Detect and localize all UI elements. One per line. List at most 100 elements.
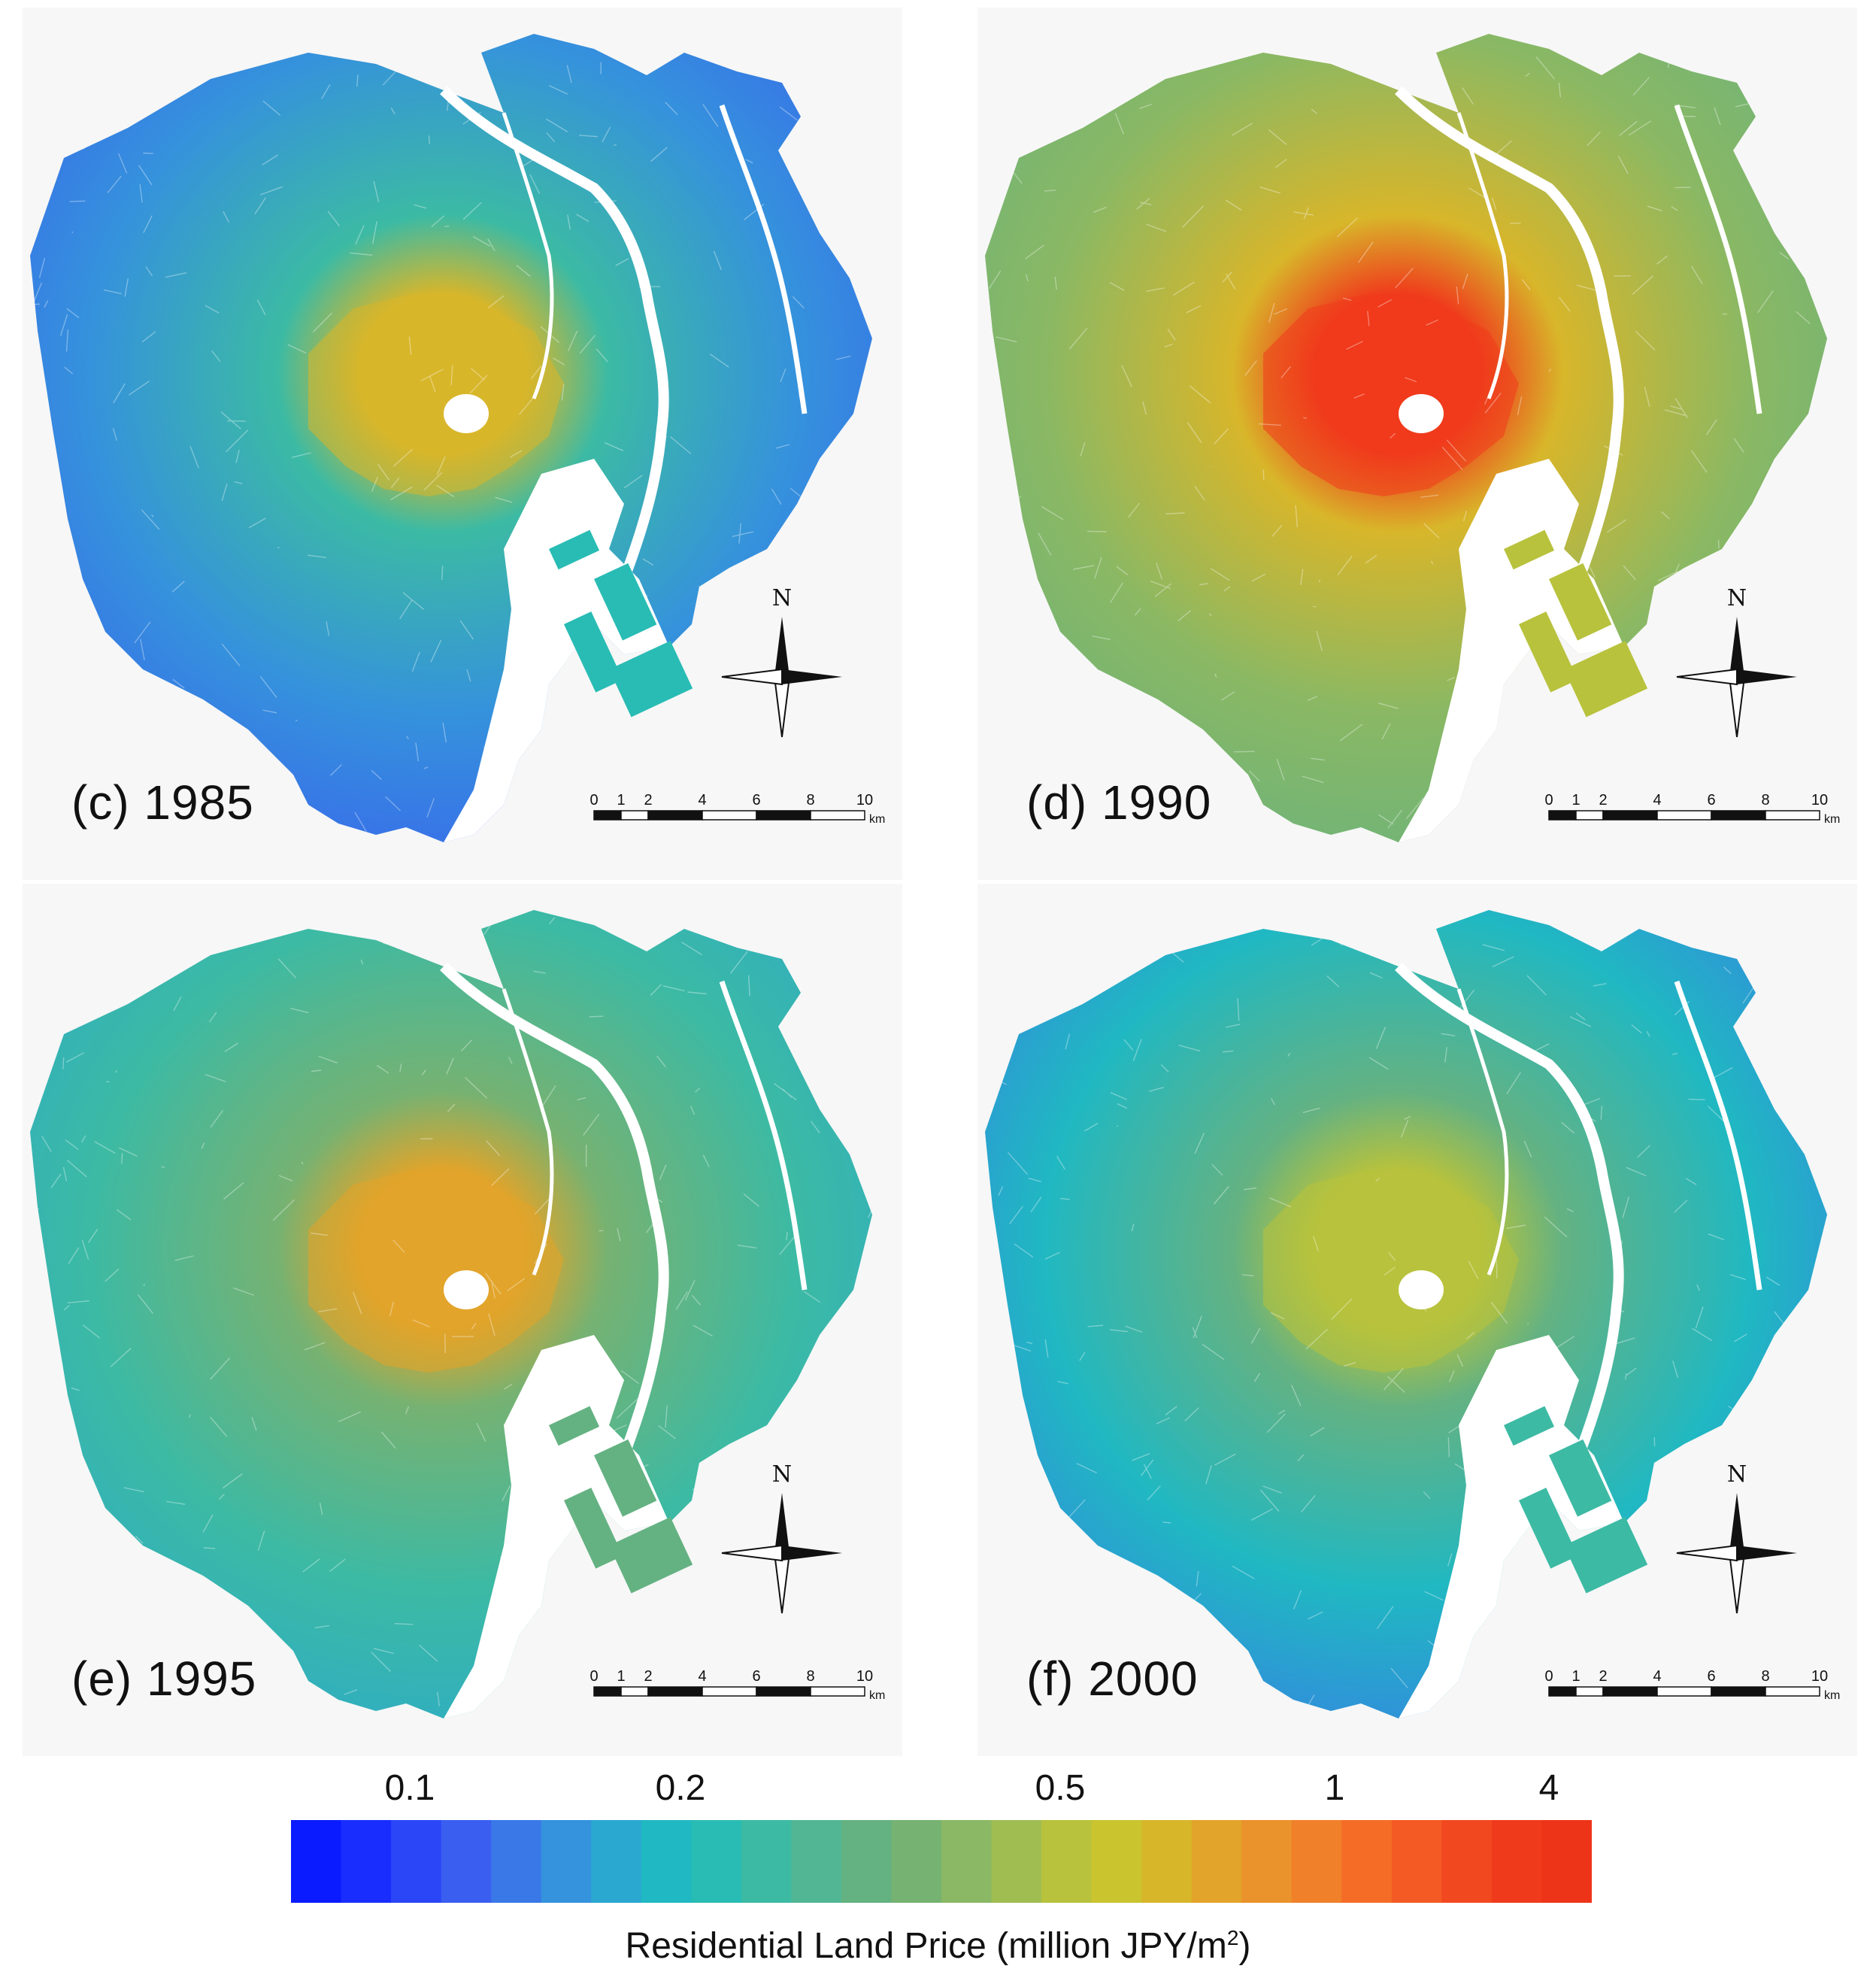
tokyo-map-1995: N 0 1 2 4 6 8 10 km [30,910,885,1719]
legend-swatch [791,1820,842,1903]
legend-swatch [941,1820,993,1903]
river [440,963,669,1458]
river [502,988,554,1276]
river [1674,104,1762,414]
reclaimed-island [1519,1488,1578,1569]
scale-tick-label: 10 [1811,792,1828,808]
scale-tick-label: 10 [856,792,873,808]
tokyo-bay [444,1335,669,1719]
central-district [308,293,564,496]
river [1674,980,1762,1291]
scale-tick-label: 4 [1653,792,1661,808]
river [719,980,808,1291]
legend-swatch [691,1820,742,1903]
tokyo-bay [1399,1335,1624,1719]
legend-tick-0.2: 0.2 [655,1768,706,1808]
scale-tick-label: 4 [1653,1668,1661,1685]
legend-swatch [491,1820,542,1903]
tokyo-map-2000: N 0 1 2 4 6 8 10 km [985,910,1840,1719]
panel-label-1985: (c) 1985 [71,775,254,830]
map-panel-1985: N 0 1 2 4 6 8 10 km (c) 1985 [23,8,902,880]
compass-rose: N [721,585,842,738]
legend-swatch [1441,1820,1493,1903]
reclaimed-island [594,563,657,641]
legend-swatch [1541,1820,1592,1903]
imperial-palace [444,1270,489,1309]
reclaimed-island [564,1488,623,1569]
compass-north-label: N [1727,1461,1747,1488]
scale-tick-label: 8 [1761,1668,1769,1685]
legend-title: Residential Land Price (million JPY/m2) [0,1925,1876,1967]
legend-color-bar [291,1820,1592,1903]
scale-tick-label: 8 [806,1668,814,1685]
legend-swatch [391,1820,442,1903]
scale-tick-label: 1 [617,1668,625,1685]
scale-tick-label: 2 [1599,1668,1607,1685]
reclaimed-island [1549,1439,1612,1517]
compass-north-label: N [1727,585,1747,611]
central-district [308,1169,564,1373]
scale-bar: 0 1 2 4 6 8 10 km [589,792,885,826]
river [1456,112,1509,399]
scale-tick-label: 2 [644,1668,652,1685]
river [719,104,808,414]
legend-swatch [291,1820,342,1903]
legend-swatch [1191,1820,1243,1903]
legend-swatch [1391,1820,1443,1903]
scale-tick-label: 10 [1811,1668,1828,1685]
reclaimed-island [549,529,600,570]
river [1395,963,1624,1458]
scale-bar: 0 1 2 4 6 8 10 km [1544,1668,1840,1702]
reclaimed-island [1519,611,1578,693]
scale-tick-label: 0 [589,792,598,808]
reclaimed-island [1564,640,1648,717]
scale-unit: km [869,813,885,826]
scale-tick-label: 2 [1599,792,1607,808]
legend-swatch [441,1820,492,1903]
compass-rose: N [721,1461,842,1614]
legend-swatch [841,1820,893,1903]
legend-swatch [1141,1820,1193,1903]
scale-tick-label: 8 [806,792,814,808]
imperial-palace [444,394,489,433]
compass-north-label: N [772,585,792,611]
map-panel-1990: N 0 1 2 4 6 8 10 km (d) 1990 [977,8,1857,880]
scale-tick-label: 0 [1544,792,1553,808]
reclaimed-island [1564,1516,1648,1594]
tokyo-map-1985: N 0 1 2 4 6 8 10 km [30,34,885,842]
panel-label-1995: (e) 1995 [71,1652,257,1706]
central-district [1263,293,1519,496]
scale-tick-label: 0 [1544,1668,1553,1685]
river [1395,86,1624,581]
imperial-palace [1399,394,1444,433]
river [1456,988,1509,1276]
scale-tick-label: 6 [752,792,760,808]
legend-swatch [1241,1820,1293,1903]
reclaimed-island [609,1516,693,1594]
compass-rose: N [1676,585,1797,738]
legend-swatch [341,1820,392,1903]
legend-swatch [891,1820,942,1903]
legend-swatch [591,1820,642,1903]
scale-tick-label: 8 [1761,792,1769,808]
scale-tick-label: 6 [1707,792,1715,808]
scale-tick-label: 6 [1707,1668,1715,1685]
legend-tick-0.1: 0.1 [384,1768,435,1808]
legend-swatch [1291,1820,1343,1903]
legend-title-text: Residential Land Price (million JPY/m [625,1926,1227,1966]
legend-title-end: ) [1238,1926,1251,1966]
scale-unit: km [869,1689,885,1702]
scale-unit: km [1824,813,1840,826]
central-district [1263,1169,1519,1373]
map-panel-1995: N 0 1 2 4 6 8 10 km (e) 1995 [23,884,902,1756]
legend-swatch [1041,1820,1093,1903]
imperial-palace [1399,1270,1444,1309]
reclaimed-island [609,640,693,717]
scale-tick-label: 1 [1571,792,1580,808]
legend-swatch [1341,1820,1393,1903]
river [440,86,669,581]
reclaimed-island [564,611,623,693]
reclaimed-island [1549,563,1612,641]
scale-tick-label: 6 [752,1668,760,1685]
legend-swatch [741,1820,793,1903]
